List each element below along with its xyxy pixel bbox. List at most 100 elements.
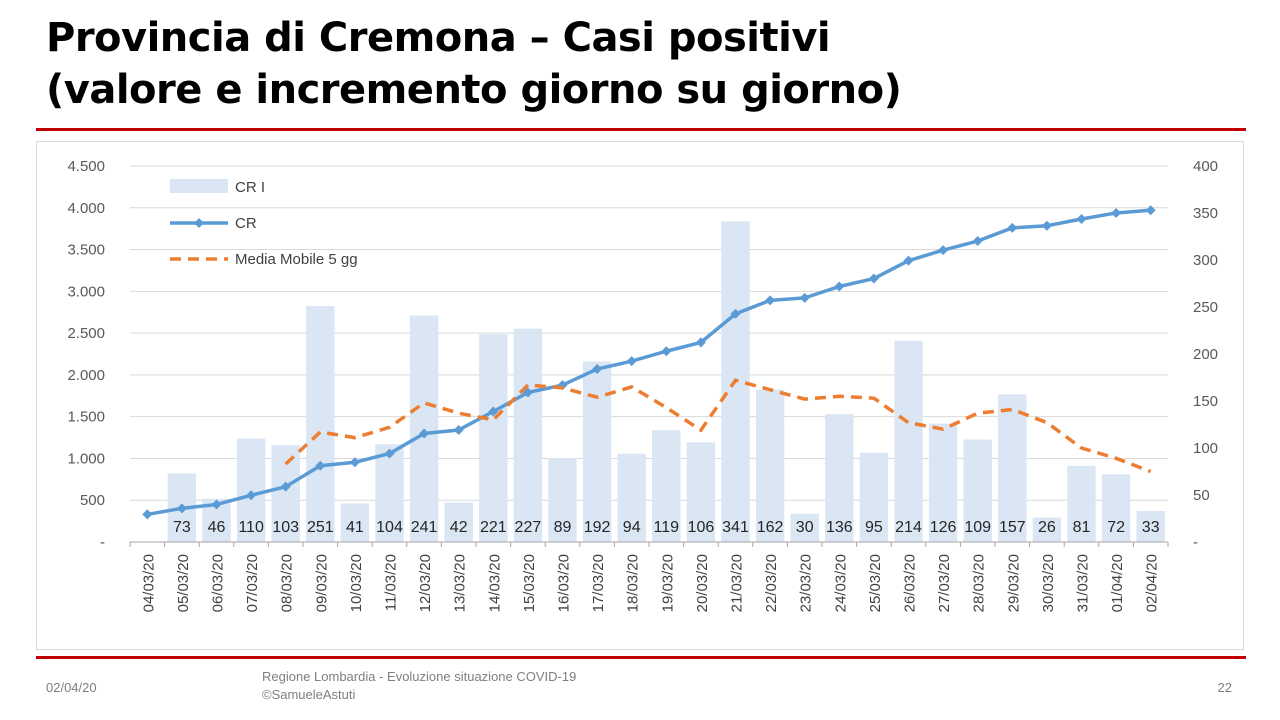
bar [755,389,785,542]
slide-title: Provincia di Cremona – Casi positivi (va… [46,12,902,116]
left-axis-tick-label: 1.000 [67,450,105,467]
data-point-cr [1111,207,1122,218]
data-point-cr [868,273,879,284]
footer-source-line2: ©SamueleAstuti [262,687,356,702]
data-point-cr [765,295,776,306]
bar [444,502,473,542]
bar-data-label: 81 [1073,519,1091,536]
right-axis-tick-label: 150 [1193,393,1218,410]
bar-data-label: 251 [307,519,334,536]
bar [479,334,508,542]
bar-data-label: 46 [208,519,226,536]
bar [998,394,1027,542]
data-point-cr [176,503,187,514]
x-axis-tick-label: 24/03/20 [832,554,849,612]
bar-data-label: 72 [1107,519,1125,536]
x-axis-tick-label: 25/03/20 [867,554,884,612]
left-axis-tick-label: 2.500 [67,325,105,342]
x-axis-tick-label: 09/03/20 [313,554,330,612]
bar [1067,465,1096,542]
data-point-cr [695,337,706,348]
data-point-cr [1041,220,1052,231]
legend-marker-cr [194,218,204,228]
bar-data-label: 89 [554,519,572,536]
right-axis-tick-label: 200 [1193,346,1218,363]
bar-data-label: 341 [722,519,749,536]
legend-swatch-cr-i [170,179,228,193]
series-line-cr [146,208,1151,517]
left-axis-tick-label: 3.000 [67,283,105,300]
left-axis-tick-label: 2.000 [67,367,105,384]
right-axis-tick-label: 50 [1193,487,1210,504]
bar [306,306,335,542]
x-axis-tick-label: 13/03/20 [452,554,469,612]
bar [928,423,958,542]
cases-chart: - 500 1.000 1.500 2.000 2.500 3.000 3.500 4.000 4… [67,158,1218,612]
footer-date: 02/04/20 [46,680,97,695]
legend-label-cr: CR [235,215,257,232]
bar-data-label: 30 [796,519,814,536]
x-axis-tick-label: 18/03/20 [625,554,642,612]
bar [513,328,543,542]
bar-data-label: 119 [654,519,680,536]
right-axis-tick-label: 250 [1193,299,1218,316]
bar-data-label: 157 [999,519,1026,536]
data-point-cr [626,356,637,367]
slide-title-line2: (valore e incremento giorno su giorno) [46,67,902,113]
bar [271,445,300,542]
bar-data-label: 162 [757,519,784,536]
x-axis-tick-label: 30/03/20 [1040,554,1057,612]
footer-source-line1: Regione Lombardia - Evoluzione situazion… [262,669,577,684]
x-axis-tick-label: 20/03/20 [694,554,711,612]
bar-data-label: 227 [515,519,542,536]
data-point-cr [903,255,914,266]
x-axis-tick-label: 19/03/20 [659,554,676,612]
bar-data-label: 103 [272,519,299,536]
page-number: 22 [1217,680,1232,695]
bar-data-label: 126 [930,519,957,536]
x-axis-tick-label: 14/03/20 [486,554,503,612]
bar-data-label: 26 [1038,519,1056,536]
x-axis-tick-label: 15/03/20 [521,554,538,612]
right-axis-tick-label: 300 [1193,252,1218,269]
series-line-moving-average [284,378,1152,474]
data-point-cr [972,236,983,247]
x-axis-tick-label: 27/03/20 [936,554,953,612]
x-axis-tick-label: 06/03/20 [210,554,227,612]
data-point-cr [1145,205,1156,216]
bar [340,503,370,542]
bar [1136,510,1165,542]
data-point-cr [1007,222,1018,233]
data-point-cr [592,364,603,375]
data-point-cr [280,481,291,492]
bar-data-label: 94 [623,519,641,536]
data-point-cr [349,457,360,468]
bar-data-label: 104 [376,519,403,536]
left-axis-tick-label: 500 [80,492,105,509]
footer-divider [36,656,1246,659]
data-point-cr [1076,213,1087,224]
legend-label-cr-i: CR I [235,179,265,196]
right-axis-tick-label: 100 [1193,440,1218,457]
left-axis-tick-label: 4.000 [67,200,105,217]
right-axis-tick-label: 400 [1193,158,1218,175]
x-axis-tick-label: 07/03/20 [244,554,261,612]
bar [894,340,923,542]
data-point-cr [384,448,395,459]
data-point-cr [799,292,810,303]
bar-data-label: 109 [964,519,991,536]
data-point-cr [315,460,326,471]
bar [375,444,404,542]
data-point-cr [142,509,153,520]
data-point-cr [938,245,949,256]
x-axis-tick-label: 22/03/20 [763,554,780,612]
bar [963,439,992,542]
data-point-cr [834,281,845,292]
bar [582,361,612,542]
x-axis-tick-label: 31/03/20 [1075,554,1092,612]
bar-data-label: 42 [450,519,468,536]
title-divider [36,128,1246,131]
bar-data-label: 136 [826,519,853,536]
data-point-cr [211,499,222,510]
data-point-cr [453,424,464,435]
